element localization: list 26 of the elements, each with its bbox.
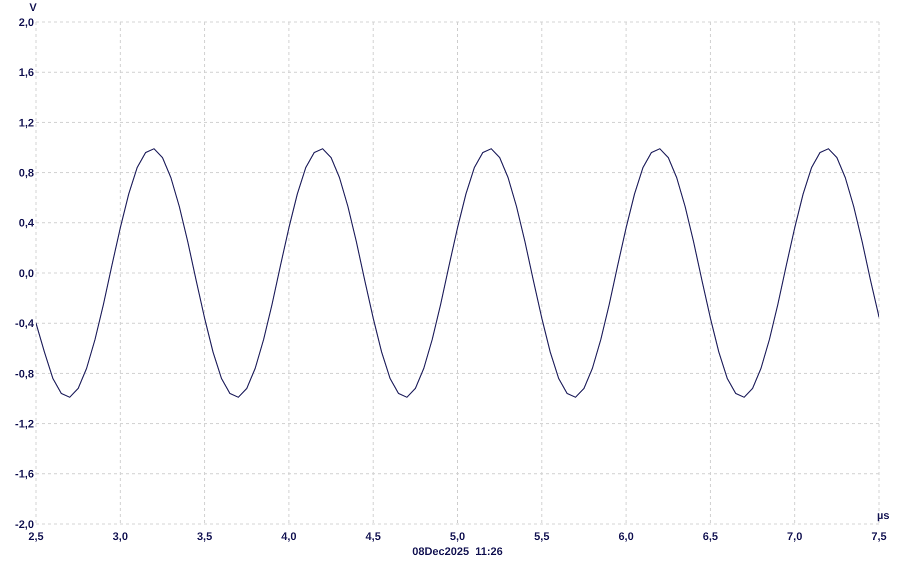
x-tick-label: 7,5 [871, 530, 887, 543]
x-axis-title: µs [877, 510, 890, 523]
text: 08Dec2025 11:26 [411, 546, 504, 559]
line-series [36, 148, 879, 398]
y-tick-label: -1,2 [15, 418, 34, 431]
y-tick-label: 2,0 [18, 16, 34, 29]
x-tick-label: 5,0 [450, 530, 466, 543]
y-tick-label: -0,8 [15, 368, 34, 380]
x-tick-label: 7,0 [787, 530, 802, 543]
y-tick-label: -1,6 [15, 468, 34, 481]
y-axis-title: V [28, 2, 38, 15]
x-tick-label: 6,5 [702, 530, 718, 543]
y-tick-label: 1,6 [18, 67, 34, 80]
y-tick-label: 0,0 [18, 268, 34, 280]
x-tick-label: 5,5 [534, 530, 550, 543]
x-tick-label: 4,0 [281, 530, 297, 543]
x-tick-label: 3,5 [196, 530, 212, 543]
y-tick-label: -2,0 [15, 518, 34, 531]
x-tick-label: 2,5 [28, 530, 44, 543]
x-tick-label: 6,0 [618, 530, 634, 543]
y-tick-label: 0,8 [18, 168, 34, 180]
x-tick-label: 3,0 [112, 530, 128, 543]
y-tick-label: -0,4 [15, 318, 35, 330]
x-tick-label: 4,5 [366, 530, 381, 543]
y-tick-label: 0,4 [18, 218, 35, 230]
y-tick-label: 1,2 [18, 117, 34, 130]
